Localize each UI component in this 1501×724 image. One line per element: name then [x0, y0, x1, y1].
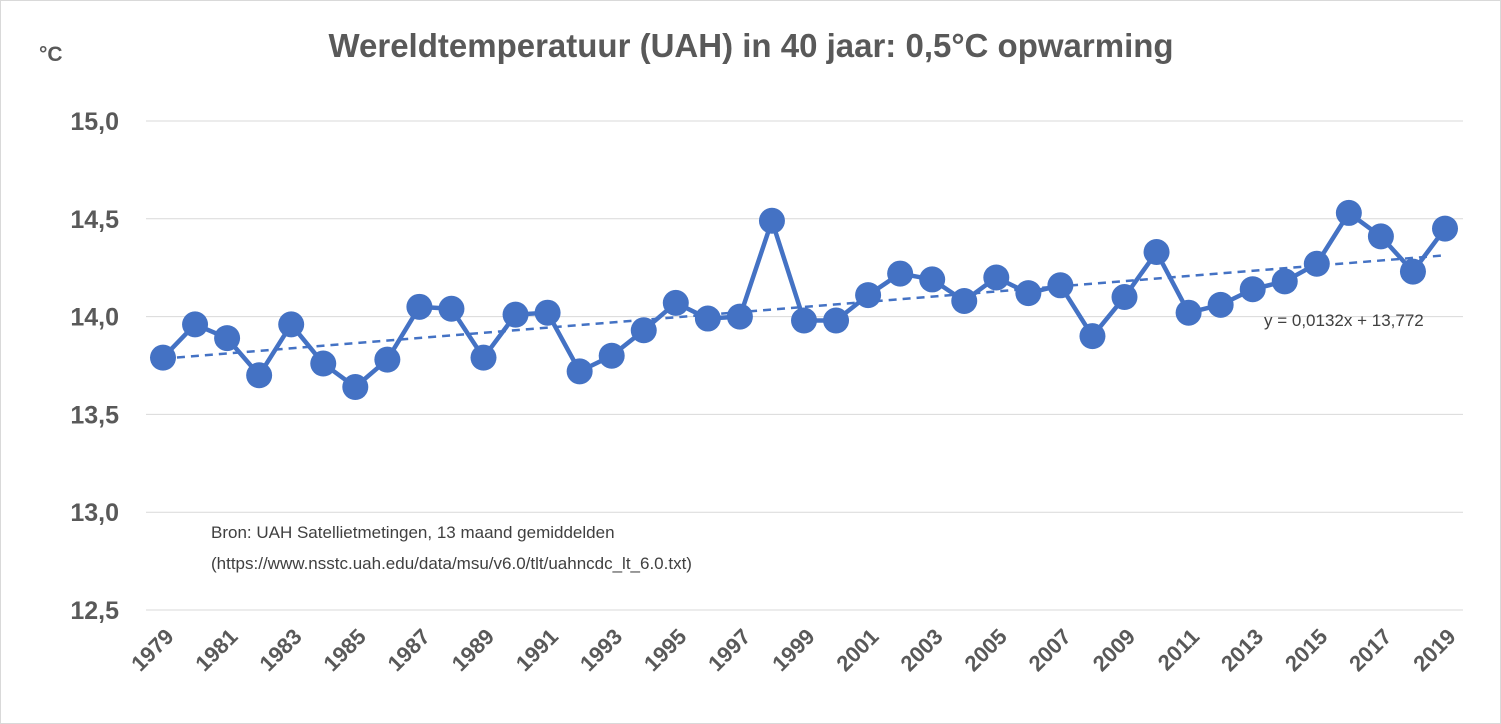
y-tick-label: 13,5 — [70, 401, 119, 429]
source-annotation-line-2: (https://www.nsstc.uah.edu/data/msu/v6.0… — [211, 554, 692, 573]
data-point — [1047, 272, 1074, 299]
x-tick-label: 1983 — [254, 624, 306, 676]
data-point — [1367, 223, 1394, 250]
x-tick-label: 2003 — [895, 624, 947, 676]
trendline — [162, 254, 1446, 360]
data-point — [150, 344, 176, 371]
data-point — [1143, 239, 1170, 266]
x-tick-label: 1985 — [319, 624, 371, 676]
data-point — [1015, 280, 1042, 307]
data-point — [951, 287, 978, 314]
data-point — [887, 260, 914, 287]
data-point — [823, 307, 850, 334]
data-point — [1111, 284, 1138, 311]
x-tick-label: 1981 — [190, 624, 242, 676]
data-point — [502, 301, 529, 328]
data-point — [1399, 258, 1426, 285]
x-tick-label: 1999 — [767, 624, 819, 676]
data-point — [919, 266, 946, 293]
x-tick-label: 2011 — [1153, 624, 1204, 675]
y-tick-label: 14,5 — [70, 206, 119, 234]
data-point — [566, 358, 593, 385]
data-point — [534, 299, 561, 326]
y-axis-ticks: 15,0 14,5 14,0 13,5 13,0 12,5 — [70, 108, 119, 625]
data-point — [182, 311, 209, 338]
data-point — [1335, 199, 1362, 226]
x-tick-label: 1987 — [383, 624, 435, 676]
data-point — [1303, 250, 1330, 277]
x-tick-label: 2009 — [1088, 624, 1140, 676]
data-point — [1207, 291, 1234, 318]
data-point — [1079, 323, 1106, 350]
data-point — [791, 307, 817, 334]
x-tick-label: 1995 — [639, 624, 691, 676]
x-tick-label: 1993 — [575, 624, 627, 676]
data-point — [310, 350, 337, 377]
data-point — [758, 207, 785, 234]
data-point — [662, 289, 689, 316]
data-point — [1432, 215, 1458, 242]
y-tick-label: 15,0 — [70, 108, 119, 136]
data-point — [246, 362, 273, 389]
data-point — [374, 346, 401, 373]
x-tick-label: 1979 — [126, 624, 178, 676]
data-point — [983, 264, 1010, 291]
data-points — [150, 199, 1458, 401]
data-point — [214, 325, 241, 352]
y-tick-label: 12,5 — [70, 597, 119, 625]
y-tick-label: 13,0 — [70, 499, 119, 527]
x-tick-label: 2019 — [1408, 624, 1460, 676]
chart-title: Wereldtemperatuur (UAH) in 40 jaar: 0,5°… — [328, 27, 1173, 64]
data-point — [438, 295, 465, 322]
data-point — [1271, 268, 1298, 295]
data-point — [470, 344, 497, 371]
x-tick-label: 2015 — [1280, 624, 1332, 676]
x-axis-ticks: 1979 1981 1983 1985 1987 1989 1991 1993 1995 1997… — [126, 624, 1460, 676]
y-axis-unit-label: °C — [39, 43, 63, 66]
x-tick-label: 2007 — [1024, 624, 1076, 676]
x-tick-label: 1989 — [447, 624, 499, 676]
data-point — [630, 317, 657, 344]
source-annotation-line-1: Bron: UAH Satellietmetingen, 13 maand ge… — [211, 523, 615, 542]
x-tick-label: 1997 — [703, 624, 755, 676]
data-point — [278, 311, 305, 338]
data-point — [342, 374, 369, 401]
x-tick-label: 2001 — [831, 624, 883, 676]
data-point — [1175, 299, 1202, 326]
x-tick-label: 2013 — [1216, 624, 1268, 676]
data-point — [598, 342, 625, 369]
data-point — [406, 293, 433, 320]
y-tick-label: 14,0 — [70, 304, 119, 332]
data-point — [855, 282, 882, 309]
x-tick-label: 2005 — [960, 624, 1012, 676]
x-tick-label: 2017 — [1344, 624, 1396, 676]
data-point — [694, 305, 721, 332]
trendline-equation: y = 0,0132x + 13,772 — [1264, 311, 1424, 330]
x-tick-label: 1991 — [511, 624, 563, 676]
data-point — [1239, 276, 1266, 303]
data-point — [726, 303, 753, 330]
